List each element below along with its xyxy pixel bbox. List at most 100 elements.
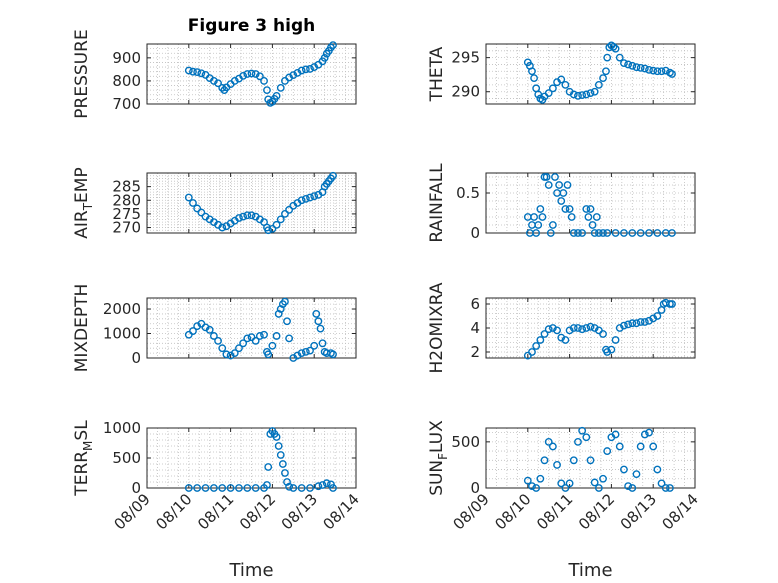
data-point xyxy=(218,223,227,232)
data-point xyxy=(620,321,628,330)
data-point xyxy=(668,229,676,237)
x-tick-label: 08/13 xyxy=(278,490,321,533)
data-point xyxy=(544,325,553,334)
y-tick-label: 290 xyxy=(451,83,480,101)
data-point xyxy=(329,484,337,492)
subplot-rainfall: 0 0.5 RAINFALL xyxy=(427,163,696,243)
x-axis-label: Time xyxy=(567,560,612,581)
data-point xyxy=(197,69,206,78)
data-point xyxy=(255,332,264,340)
y-tick-label: 270 xyxy=(112,219,141,237)
data-point xyxy=(193,204,202,213)
data-point xyxy=(314,482,323,491)
data-point xyxy=(624,482,633,491)
data-point xyxy=(632,63,641,72)
data-point xyxy=(578,426,587,435)
data-point xyxy=(530,74,538,82)
y-axis-label: TERRMSL xyxy=(72,420,95,497)
x-tick-label: 08/12 xyxy=(236,490,279,533)
subplot-pressure: 700 800 900 PRESSURE xyxy=(72,29,357,119)
data-point xyxy=(281,469,289,477)
data-point xyxy=(239,212,248,221)
data-point xyxy=(320,53,329,62)
data-point xyxy=(532,484,541,492)
data-point xyxy=(559,189,568,197)
y-tick-label: 1000 xyxy=(103,419,141,437)
y-tick-label: 700 xyxy=(112,95,141,113)
data-point xyxy=(251,336,260,345)
data-point xyxy=(310,63,319,71)
data-point xyxy=(569,229,578,237)
data-point xyxy=(312,310,321,318)
data-point xyxy=(561,484,570,492)
data-point xyxy=(297,196,306,205)
data-point xyxy=(239,71,248,80)
data-point xyxy=(209,77,218,85)
y-tick-label: 2 xyxy=(470,343,480,361)
data-point xyxy=(243,70,252,78)
data-point xyxy=(594,229,603,237)
axes-box xyxy=(146,43,357,105)
data-point xyxy=(561,81,570,89)
data-point xyxy=(235,344,243,353)
data-point xyxy=(538,213,547,221)
x-tick-label: 08/14 xyxy=(659,490,702,533)
y-axis-label: RAINFALL xyxy=(427,163,447,243)
data-point xyxy=(285,334,294,343)
data-point xyxy=(615,442,624,451)
data-point xyxy=(274,442,283,450)
data-point xyxy=(263,86,271,95)
data-point xyxy=(578,91,587,100)
data-point xyxy=(586,205,595,213)
data-point xyxy=(628,229,637,237)
data-point xyxy=(611,229,620,237)
data-point xyxy=(645,66,653,74)
data-point xyxy=(318,481,327,489)
data-point xyxy=(615,53,624,62)
data-point xyxy=(557,479,566,488)
data-point xyxy=(592,213,601,221)
data-point xyxy=(189,327,197,335)
data-point xyxy=(243,211,252,220)
data-point xyxy=(668,300,676,308)
data-point xyxy=(653,67,662,76)
data-point xyxy=(636,442,645,451)
data-point xyxy=(230,77,239,85)
data-point xyxy=(582,433,591,442)
data-point xyxy=(329,350,337,359)
data-point xyxy=(310,192,319,201)
data-point xyxy=(197,208,206,217)
y-tick-label: 0 xyxy=(470,224,480,242)
data-point xyxy=(557,75,566,84)
data-point xyxy=(189,199,197,207)
data-point xyxy=(542,173,551,181)
data-point xyxy=(548,221,557,229)
data-point xyxy=(218,83,227,92)
data-point xyxy=(588,221,597,229)
data-point xyxy=(546,229,555,237)
y-tick-label: 4 xyxy=(470,319,480,337)
x-tick-label: 08/11 xyxy=(194,490,237,533)
data-point xyxy=(272,433,281,441)
data-point xyxy=(611,336,620,344)
data-point xyxy=(574,437,582,446)
data-point xyxy=(310,341,319,350)
data-point xyxy=(314,317,323,326)
data-point xyxy=(255,72,264,81)
data-point xyxy=(306,484,314,492)
data-point xyxy=(578,325,587,334)
data-point xyxy=(603,447,612,455)
data-point xyxy=(260,77,268,85)
data-point xyxy=(553,326,561,335)
data-point xyxy=(264,350,273,359)
data-point xyxy=(548,442,557,451)
data-point xyxy=(553,461,561,469)
data-point xyxy=(251,484,260,492)
data-point xyxy=(607,345,616,354)
y-axis-label: MIXDEPTH xyxy=(72,284,92,373)
data-point xyxy=(534,221,543,229)
data-point xyxy=(628,61,637,70)
data-point xyxy=(283,478,291,486)
